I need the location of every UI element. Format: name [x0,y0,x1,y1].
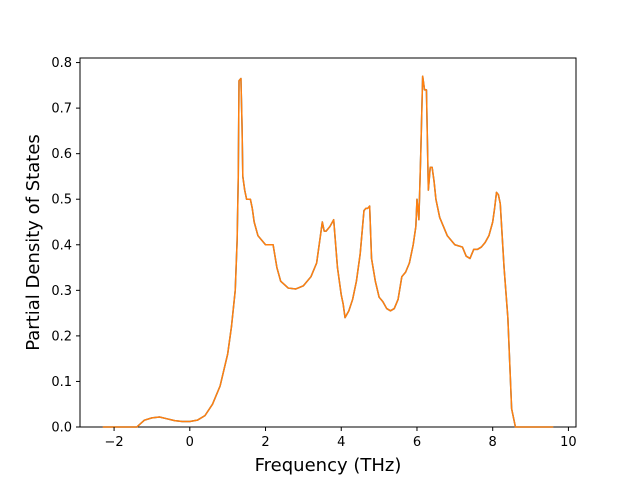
x-tick-label: 6 [413,435,421,450]
y-tick-label: 0.3 [51,284,72,299]
x-tick-label: 0 [186,435,194,450]
x-tick-label: 2 [261,435,269,450]
y-tick-label: 0.1 [51,375,72,390]
y-tick-label: 0.0 [51,421,72,436]
y-tick-label: 0.2 [51,329,72,344]
y-tick-label: 0.6 [51,147,72,162]
axes-frame [79,57,577,428]
y-tick-label: 0.8 [51,56,72,71]
series-line-2 [102,75,554,428]
x-tick-label: 8 [489,435,497,450]
y-axis-label: Partial Density of States [23,134,44,351]
x-tick-label: 10 [560,435,577,450]
x-tick-label: 4 [337,435,345,450]
x-tick-label: −2 [104,435,123,450]
x-axis-ticks: −2 0 2 4 6 8 10 [104,427,577,450]
y-tick-label: 0.7 [51,102,72,117]
y-axis-ticks: 0.0 0.1 0.2 0.3 0.4 0.5 0.6 0.7 0.8 [51,56,80,436]
y-tick-label: 0.5 [51,193,72,208]
y-tick-label: 0.4 [51,238,72,253]
plot-area [79,57,577,428]
x-axis-label: Frequency (THz) [255,455,402,476]
series-layer [102,75,554,428]
